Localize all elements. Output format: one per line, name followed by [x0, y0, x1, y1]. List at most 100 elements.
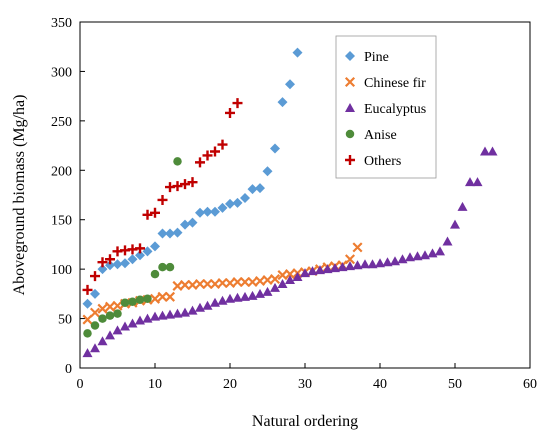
point-others — [225, 107, 235, 118]
series-pine — [82, 47, 303, 309]
point-anise — [173, 157, 182, 166]
point-others — [157, 194, 168, 205]
legend-entry: Pine — [345, 50, 389, 65]
point-pine — [277, 97, 288, 108]
x-axis-label: Natural ordering — [252, 413, 358, 430]
y-tick-label: 50 — [58, 313, 72, 328]
legend-marker — [345, 155, 355, 165]
point-others — [142, 209, 153, 220]
point-eucalyptus — [135, 315, 145, 325]
point-eucalyptus — [127, 318, 138, 328]
point-anise — [135, 295, 145, 305]
point-pine — [232, 197, 243, 208]
point-eucalyptus — [97, 336, 108, 346]
point-pine — [187, 217, 198, 228]
point-chinese-fir — [179, 279, 191, 290]
point-eucalyptus — [247, 290, 258, 300]
point-chinese-fir — [232, 276, 243, 288]
point-eucalyptus — [307, 266, 318, 276]
point-chinese-fir — [149, 293, 161, 304]
point-pine — [120, 258, 130, 269]
point-pine — [262, 166, 273, 177]
point-pine — [270, 143, 280, 154]
point-eucalyptus — [322, 264, 333, 274]
point-others — [105, 254, 115, 265]
point-chinese-fir — [164, 291, 176, 302]
point-others — [217, 139, 228, 150]
point-eucalyptus — [90, 343, 100, 353]
point-others — [195, 157, 205, 168]
point-chinese-fir — [89, 307, 101, 318]
series-eucalyptus — [82, 146, 498, 358]
point-pine — [90, 288, 100, 299]
y-tick-label: 300 — [51, 65, 72, 80]
legend-entry: Chinese fir — [344, 76, 426, 91]
point-eucalyptus — [285, 275, 295, 285]
x-tick-label: 60 — [523, 377, 537, 392]
point-anise — [90, 321, 100, 330]
point-eucalyptus — [337, 262, 348, 272]
point-others — [187, 177, 198, 188]
point-pine — [292, 47, 303, 58]
point-pine — [240, 192, 250, 203]
point-eucalyptus — [150, 311, 160, 321]
point-chinese-fir — [112, 300, 123, 311]
point-anise — [98, 314, 107, 323]
point-pine — [247, 184, 258, 195]
ticks: 0 10 20 30 40 50 60 0 50 100 150 200 250 300 350 — [51, 16, 537, 392]
point-pine — [157, 228, 168, 239]
point-eucalyptus — [450, 219, 460, 229]
point-anise — [158, 262, 167, 272]
point-eucalyptus — [487, 146, 498, 156]
legend-marker — [345, 51, 355, 61]
point-chinese-fir — [97, 303, 108, 314]
point-eucalyptus — [352, 260, 363, 270]
point-pine — [285, 79, 295, 90]
point-others — [202, 150, 213, 161]
legend-box — [335, 35, 437, 179]
point-eucalyptus — [82, 348, 93, 358]
point-chinese-fir — [202, 278, 213, 289]
point-eucalyptus — [375, 258, 385, 268]
point-others — [90, 271, 100, 282]
point-others — [135, 243, 145, 254]
point-pine — [127, 254, 138, 265]
point-pine — [172, 227, 183, 238]
point-pine — [135, 250, 145, 261]
point-pine — [255, 183, 265, 194]
point-eucalyptus — [382, 257, 393, 267]
point-eucalyptus — [300, 268, 310, 278]
point-eucalyptus — [240, 291, 250, 301]
point-others — [150, 207, 160, 218]
point-eucalyptus — [457, 201, 468, 211]
point-others — [210, 146, 220, 157]
point-eucalyptus — [315, 265, 325, 275]
point-chinese-fir — [239, 276, 251, 288]
point-eucalyptus — [397, 254, 408, 264]
y-tick-label: 200 — [51, 164, 72, 179]
point-pine — [150, 241, 160, 252]
point-chinese-fir — [352, 242, 363, 253]
x-tick-label: 50 — [448, 377, 462, 392]
point-eucalyptus — [142, 313, 153, 323]
point-eucalyptus — [180, 307, 190, 317]
legend-marker — [345, 103, 355, 112]
point-eucalyptus — [390, 256, 400, 266]
point-anise — [150, 269, 160, 279]
point-eucalyptus — [345, 261, 355, 271]
point-pine — [225, 198, 235, 209]
legend-label: Others — [364, 154, 401, 169]
point-eucalyptus — [210, 297, 220, 307]
point-anise — [105, 311, 115, 320]
point-eucalyptus — [427, 248, 438, 258]
point-eucalyptus — [255, 288, 265, 298]
point-anise — [83, 329, 92, 338]
legend-label: Chinese fir — [364, 76, 426, 91]
point-pine — [165, 228, 175, 239]
point-pine — [210, 206, 220, 217]
point-eucalyptus — [435, 246, 445, 256]
point-eucalyptus — [112, 325, 123, 335]
point-eucalyptus — [157, 310, 168, 320]
point-eucalyptus — [202, 300, 213, 310]
